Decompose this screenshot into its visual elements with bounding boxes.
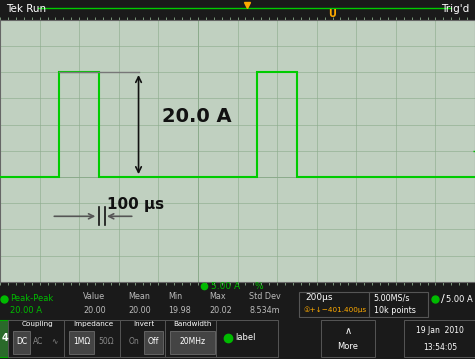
- FancyBboxPatch shape: [299, 292, 373, 317]
- Text: Max: Max: [209, 292, 226, 301]
- Text: 5.00 A: 5.00 A: [211, 282, 240, 291]
- Text: 20MHz: 20MHz: [179, 337, 205, 346]
- Text: Mean: Mean: [128, 292, 150, 301]
- Text: 1MΩ: 1MΩ: [73, 337, 90, 346]
- Text: ∿: ∿: [51, 337, 57, 346]
- Text: 20.02: 20.02: [209, 306, 232, 315]
- Text: Min: Min: [169, 292, 183, 301]
- FancyBboxPatch shape: [69, 331, 94, 354]
- Text: ①+↓−401.400μs: ①+↓−401.400μs: [303, 307, 366, 313]
- FancyBboxPatch shape: [144, 331, 163, 354]
- Text: 100 μs: 100 μs: [107, 197, 164, 213]
- Text: Value: Value: [83, 292, 105, 301]
- FancyBboxPatch shape: [321, 320, 375, 357]
- FancyBboxPatch shape: [404, 320, 475, 357]
- FancyBboxPatch shape: [369, 292, 428, 317]
- Text: Impedance: Impedance: [74, 321, 114, 327]
- Text: U: U: [329, 9, 336, 19]
- Text: DC: DC: [16, 337, 27, 346]
- Text: 20.00: 20.00: [128, 306, 151, 315]
- Text: 5.00MS/s: 5.00MS/s: [374, 294, 410, 303]
- FancyBboxPatch shape: [120, 320, 168, 357]
- FancyBboxPatch shape: [13, 331, 29, 354]
- FancyBboxPatch shape: [170, 331, 215, 354]
- Text: More: More: [337, 342, 359, 351]
- Text: 200μs: 200μs: [305, 293, 332, 302]
- Text: Off: Off: [148, 337, 159, 346]
- Text: Tek Run: Tek Run: [6, 4, 46, 14]
- Text: label: label: [235, 333, 256, 342]
- FancyBboxPatch shape: [216, 320, 278, 357]
- Text: 20.00: 20.00: [83, 306, 106, 315]
- Text: %: %: [254, 282, 263, 291]
- Text: Peak-Peak: Peak-Peak: [10, 294, 54, 303]
- Text: 20.00 A: 20.00 A: [10, 306, 42, 315]
- Text: AC: AC: [33, 337, 43, 346]
- FancyBboxPatch shape: [165, 320, 219, 357]
- Text: Coupling: Coupling: [22, 321, 54, 327]
- Text: 50Ω: 50Ω: [98, 337, 114, 346]
- Text: Trig'd: Trig'd: [441, 4, 469, 14]
- FancyBboxPatch shape: [64, 320, 124, 357]
- Text: 20.0 A: 20.0 A: [162, 107, 232, 126]
- Text: 10k points: 10k points: [374, 306, 416, 315]
- FancyBboxPatch shape: [0, 320, 11, 357]
- Text: 8.534m: 8.534m: [249, 306, 280, 315]
- Text: 13:54:05: 13:54:05: [423, 343, 457, 352]
- Text: ∧: ∧: [344, 326, 352, 336]
- Text: 19.98: 19.98: [169, 306, 191, 315]
- Text: 4: 4: [1, 332, 8, 342]
- Text: 5.00 A: 5.00 A: [446, 295, 472, 304]
- Text: Invert: Invert: [133, 321, 154, 327]
- Text: Bandwidth: Bandwidth: [173, 321, 211, 327]
- FancyBboxPatch shape: [8, 320, 67, 357]
- Text: On: On: [129, 337, 140, 346]
- Text: ∕: ∕: [441, 294, 445, 304]
- Text: 19 Jan  2010: 19 Jan 2010: [417, 326, 464, 335]
- Text: Std Dev: Std Dev: [249, 292, 281, 301]
